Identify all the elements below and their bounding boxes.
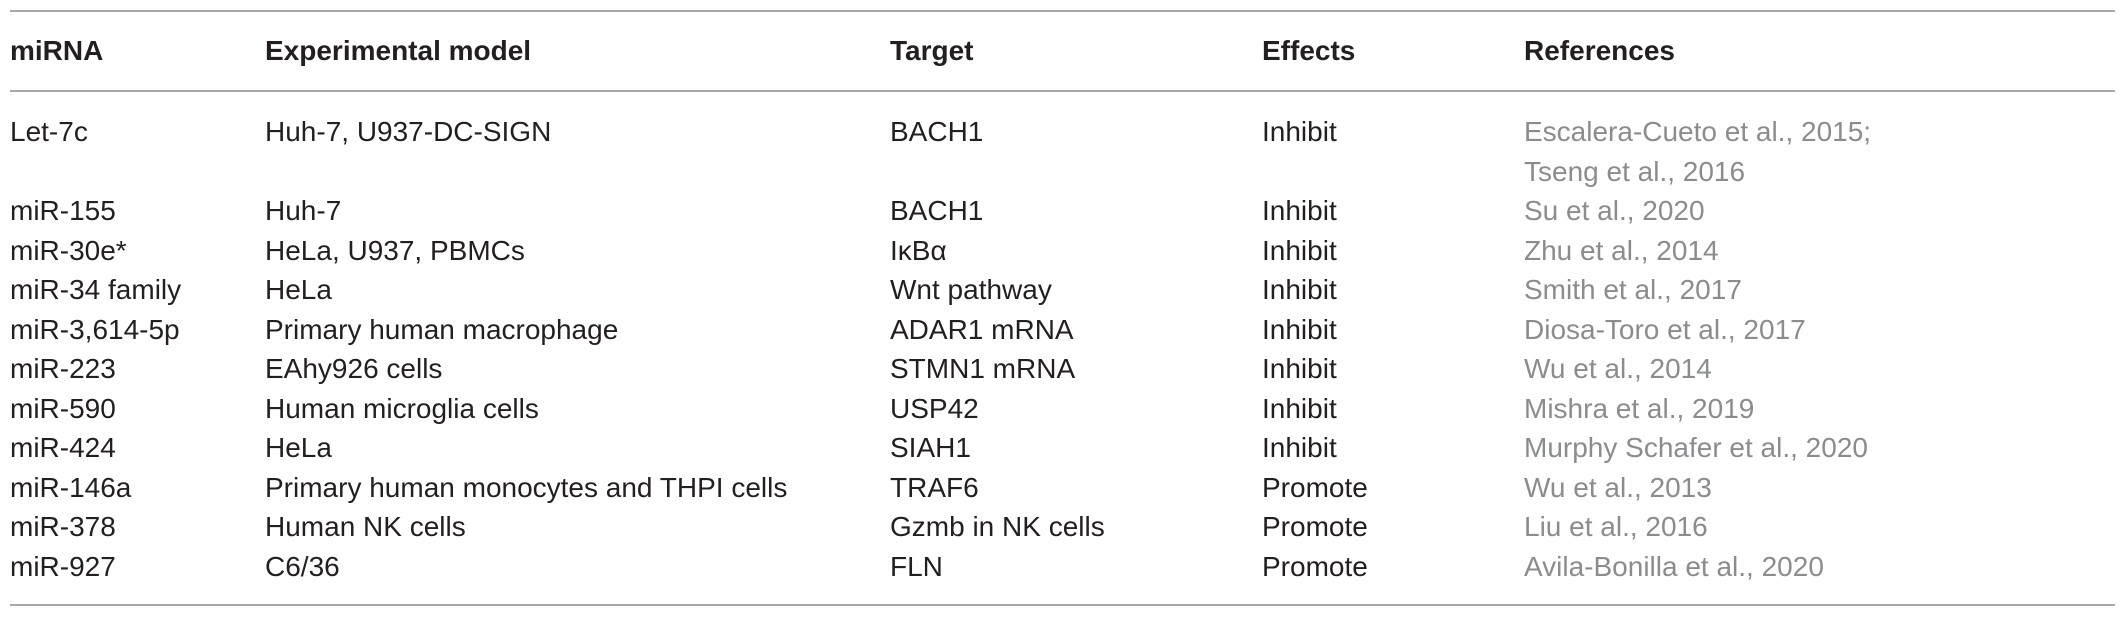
cell-mirna: miR-30e* [10,234,127,266]
table-row: Let-7c Huh-7, U937-DC-SIGN BACH1 Inhibit… [10,91,2115,191]
table-row: miR-30e* HeLa, U937, PBMCs IκBα Inhibit … [10,231,2115,271]
cell-mirna: miR-146a [10,471,132,503]
cell-effect: Inhibit [1262,313,1337,345]
cell-mirna: miR-590 [10,392,116,424]
reference-line: Tseng et al., 2016 [1524,155,1746,187]
table-row: miR-223 EAhy926 cells STMN1 mRNA Inhibit… [10,349,2115,389]
cell-mirna: miR-378 [10,511,116,542]
header-mirna: miRNA [10,35,104,66]
cell-reference: Wu et al., 2014 [1524,353,1712,384]
table-row: miR-927 C6/36 FLN Promote Avila-Bonilla … [10,547,2115,605]
cell-target: Wnt pathway [890,274,1052,305]
cell-reference: Escalera-Cueto et al., 2015; Tseng et al… [1524,91,2115,191]
cell-mirna: miR-223 [10,353,116,384]
cell-reference: Smith et al., 2017 [1524,274,1742,305]
cell-model: HeLa, U937, PBMCs [265,234,525,266]
table-row: miR-34 family HeLa Wnt pathway Inhibit S… [10,270,2115,310]
cell-effect: Promote [1262,550,1368,582]
reference-line: Escalera-Cueto et al., 2015; [1524,116,1872,147]
table-row: miR-378 Human NK cells Gzmb in NK cells … [10,507,2115,547]
cell-effect: Inhibit [1262,274,1337,305]
cell-target: IκBα [890,234,947,266]
cell-model: Huh-7, U937-DC-SIGN [265,116,552,147]
cell-mirna: miR-155 [10,195,116,226]
table-row: miR-3,614-5p Primary human macrophage AD… [10,310,2115,350]
table-header: miRNA Experimental model Target Effects … [10,11,2115,91]
cell-reference: Liu et al., 2016 [1524,511,1708,542]
cell-model: Human microglia cells [265,392,539,424]
cell-reference: Murphy Schafer et al., 2020 [1524,432,1868,463]
cell-reference: Zhu et al., 2014 [1524,234,1719,266]
cell-reference: Su et al., 2020 [1524,195,1705,226]
table-row: miR-590 Human microglia cells USP42 Inhi… [10,389,2115,429]
cell-mirna: miR-34 family [10,274,182,305]
cell-mirna: miR-3,614-5p [10,313,180,345]
cell-reference: Wu et al., 2013 [1524,471,1712,503]
header-references: References [1524,35,1675,66]
table-row: miR-146a Primary human monocytes and THP… [10,468,2115,508]
table-row: miR-155 Huh-7 BACH1 Inhibit Su et al., 2… [10,191,2115,231]
table-row: miR-424 HeLa SIAH1 Inhibit Murphy Schafe… [10,428,2115,468]
cell-effect: Inhibit [1262,392,1337,424]
cell-mirna: Let-7c [10,116,88,147]
cell-effect: Inhibit [1262,432,1337,463]
cell-model: EAhy926 cells [265,353,443,384]
cell-model: Human NK cells [265,511,466,542]
header-row: miRNA Experimental model Target Effects … [10,11,2115,91]
cell-effect: Inhibit [1262,116,1337,147]
cell-reference: Mishra et al., 2019 [1524,392,1755,424]
header-experimental-model: Experimental model [265,35,532,66]
cell-model: Huh-7 [265,195,342,226]
cell-model: HeLa [265,274,332,305]
cell-effect: Promote [1262,471,1368,503]
cell-model: Primary human monocytes and THPI cells [265,471,788,503]
cell-target: BACH1 [890,116,984,147]
cell-target: TRAF6 [890,471,979,503]
cell-target: USP42 [890,392,979,424]
cell-effect: Promote [1262,511,1368,542]
cell-target: SIAH1 [890,432,971,463]
header-effects: Effects [1262,35,1356,66]
header-target: Target [890,35,974,66]
cell-target: STMN1 mRNA [890,353,1076,384]
cell-model: C6/36 [265,550,340,582]
cell-target: ADAR1 mRNA [890,313,1074,345]
cell-effect: Inhibit [1262,234,1337,266]
cell-effect: Inhibit [1262,195,1337,226]
table-body: Let-7c Huh-7, U937-DC-SIGN BACH1 Inhibit… [10,91,2115,605]
cell-target: FLN [890,550,943,582]
cell-reference: Diosa-Toro et al., 2017 [1524,313,1806,345]
cell-target: Gzmb in NK cells [890,511,1105,542]
mirna-table: miRNA Experimental model Target Effects … [10,10,2115,606]
cell-model: HeLa [265,432,332,463]
cell-mirna: miR-424 [10,432,116,463]
cell-target: BACH1 [890,195,984,226]
cell-model: Primary human macrophage [265,313,619,345]
cell-reference: Avila-Bonilla et al., 2020 [1524,550,1824,582]
cell-effect: Inhibit [1262,353,1337,384]
mirna-table-container: miRNA Experimental model Target Effects … [10,10,2115,606]
cell-mirna: miR-927 [10,550,116,582]
